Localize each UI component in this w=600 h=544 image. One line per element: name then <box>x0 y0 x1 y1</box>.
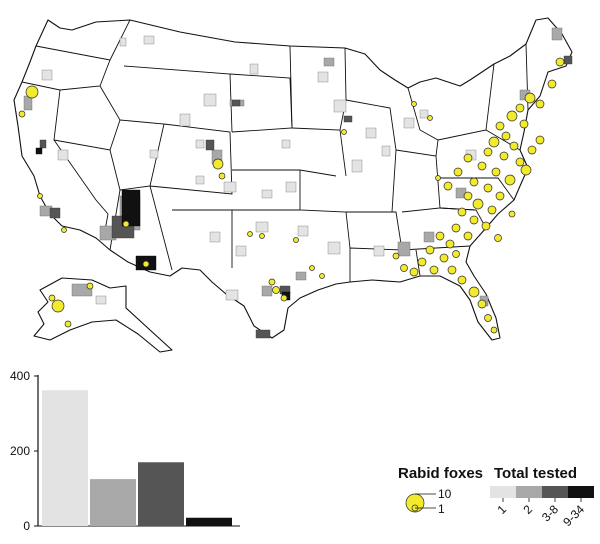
legend-fox-label-1: 1 <box>438 502 445 516</box>
legend: Rabid foxes Total tested 10 1 1 2 3-8 9-34 <box>398 465 594 529</box>
tested-color-ramp: 1 2 3-8 9-34 <box>490 486 594 529</box>
alaska-outline <box>33 277 173 353</box>
ramp-swatch-3-8 <box>542 486 568 498</box>
bar-group <box>42 390 232 526</box>
bar-9-34 <box>186 517 232 526</box>
y-tick-label: 400 <box>10 369 30 383</box>
y-tick-group: 0 200 400 <box>10 369 38 533</box>
y-tick-label: 0 <box>23 519 30 533</box>
y-tick-label: 200 <box>10 444 30 458</box>
us-map <box>13 17 573 353</box>
bar-2 <box>90 479 136 526</box>
ramp-swatch-2 <box>516 486 542 498</box>
ramp-swatch-9-34 <box>568 486 594 498</box>
legend-tested-title: Total tested <box>494 465 577 482</box>
ramp-label-3-8: 3-8 <box>539 502 561 524</box>
bar-chart: 0 200 400 <box>10 369 240 533</box>
ramp-label-9-34: 9-34 <box>560 502 587 529</box>
ramp-label-1: 1 <box>494 502 509 517</box>
ramp-swatch-1 <box>490 486 516 498</box>
legend-fox-label-10: 10 <box>438 487 452 501</box>
legend-fox-title: Rabid foxes <box>398 465 483 482</box>
bar-3-8 <box>138 462 184 526</box>
ramp-label-2: 2 <box>520 502 535 517</box>
state-borders <box>21 19 529 282</box>
rabid-fox-points <box>18 57 565 334</box>
bar-1 <box>42 390 88 526</box>
